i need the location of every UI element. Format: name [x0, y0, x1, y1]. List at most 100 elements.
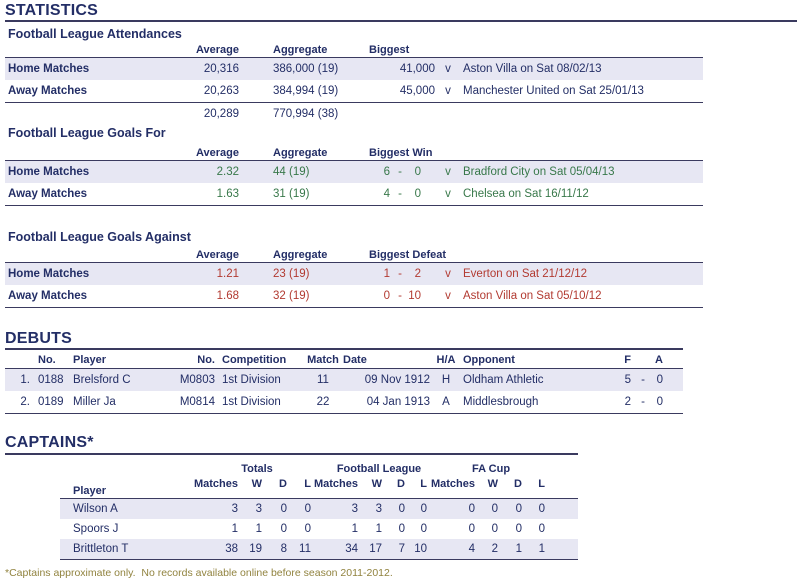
- competition-name: 1st Division: [222, 374, 281, 386]
- column-header-match-no: No.: [197, 353, 215, 366]
- score-separator: -: [641, 374, 645, 386]
- aggregate-value: 44 (19): [273, 166, 310, 178]
- totals-losses: 0: [304, 503, 311, 515]
- totals-draws: 8: [280, 543, 287, 555]
- score-for: 4: [383, 188, 390, 200]
- opponent-value: Chelsea on Sat 16/11/12: [463, 188, 589, 200]
- table-row: Home Matches 2.32 44 (19) 6 - 0 v Bradfo…: [5, 161, 703, 183]
- aggregate-value: 386,000 (19): [273, 63, 339, 75]
- table-row: Spoors J 1 1 0 0 1 1 0 0 0 0 0 0: [60, 519, 578, 539]
- facup-wins: 0: [491, 503, 498, 515]
- biggest-value: 45,000: [399, 85, 435, 97]
- totals-row: 20,289 770,994 (38): [5, 103, 703, 125]
- score-for: 6: [383, 166, 390, 178]
- column-header-player: Player: [73, 353, 107, 366]
- total-average-value: 20,289: [203, 108, 239, 120]
- captains-divider: [5, 453, 578, 455]
- totals-losses: 11: [299, 543, 311, 555]
- league-losses: 10: [414, 543, 427, 555]
- debuts-header-row: No. Player No. Competition Match Date H/…: [5, 351, 683, 369]
- date-value: 09 Nov 1912: [364, 374, 430, 386]
- match-value: 22: [316, 396, 330, 408]
- match-number: M0803: [179, 374, 215, 386]
- table-row: Home Matches 20,316 386,000 (19) 41,000 …: [5, 58, 703, 80]
- totals-matches: 1: [231, 523, 238, 535]
- captains-footnote: *Captains approximate only. No records a…: [5, 567, 393, 579]
- section-title-goals-against: Football League Goals Against: [8, 230, 191, 244]
- facup-losses: 1: [538, 543, 545, 555]
- table-row: 1. 0188 Brelsford C M0803 1st Division 1…: [5, 369, 683, 391]
- row-label: Away Matches: [8, 290, 88, 302]
- opponent-value: Oldham Athletic: [463, 374, 544, 386]
- aggregate-value: 31 (19): [273, 188, 310, 200]
- league-matches: 3: [351, 503, 358, 515]
- attendances-table: Average Aggregate Biggest Home Matches 2…: [5, 43, 703, 125]
- opponent-value: Bradford City on Sat 05/04/13: [463, 166, 615, 178]
- column-header-biggest-win: Biggest Win: [369, 147, 433, 159]
- column-header-d: D: [514, 477, 522, 490]
- column-header-competition: Competition: [222, 353, 287, 366]
- totals-wins: 19: [249, 543, 262, 555]
- player-name: Wilson A: [73, 503, 118, 515]
- attendances-header-row: Average Aggregate Biggest: [5, 43, 703, 58]
- average-value: 2.32: [216, 166, 239, 178]
- debuts-divider: [5, 348, 683, 350]
- score-separator: -: [641, 396, 645, 408]
- column-header-w: W: [487, 477, 498, 490]
- totals-draws: 0: [280, 523, 287, 535]
- section-title-captains: CAPTAINS*: [5, 434, 94, 451]
- score-separator: -: [398, 290, 402, 302]
- table-row: Away Matches 20,263 384,994 (19) 45,000 …: [5, 80, 703, 103]
- score-for: 5: [624, 374, 631, 386]
- table-row: Home Matches 1.21 23 (19) 1 - 2 v Everto…: [5, 263, 703, 285]
- score-against: 10: [408, 290, 421, 302]
- score-for: 0: [383, 290, 390, 302]
- goals-for-table: Average Aggregate Biggest Win Home Match…: [5, 146, 703, 206]
- column-header-no: No.: [38, 353, 56, 366]
- facup-matches: 0: [468, 503, 475, 515]
- opponent-value: Everton on Sat 21/12/12: [463, 268, 588, 280]
- score-for: 2: [624, 396, 631, 408]
- score-separator: -: [398, 268, 402, 280]
- opponent-value: Manchester United on Sat 25/01/13: [463, 85, 644, 97]
- column-header-w: W: [251, 477, 262, 490]
- league-wins: 3: [375, 503, 382, 515]
- column-header-biggest: Biggest: [369, 44, 410, 56]
- facup-wins: 0: [491, 523, 498, 535]
- opponent-value: Aston Villa on Sat 08/02/13: [463, 63, 602, 75]
- versus-label: v: [445, 188, 451, 200]
- section-title-debuts: DEBUTS: [5, 330, 72, 347]
- row-label: Home Matches: [8, 268, 90, 280]
- home-away-value: A: [442, 396, 450, 408]
- totals-wins: 3: [255, 503, 262, 515]
- competition-name: 1st Division: [222, 396, 281, 408]
- captains-header: Totals Football League FA Cup Matches W …: [60, 460, 578, 499]
- section-title-attendances: Football League Attendances: [8, 27, 182, 41]
- average-value: 1.68: [216, 290, 239, 302]
- player-name: Brelsford C: [73, 374, 131, 386]
- league-draws: 0: [398, 523, 405, 535]
- column-header-average: Average: [195, 147, 239, 159]
- column-header-player: Player: [73, 484, 107, 497]
- goals-against-header-row: Average Aggregate Biggest Defeat: [5, 248, 703, 263]
- totals-draws: 0: [280, 503, 287, 515]
- column-header-match: Match: [307, 353, 339, 366]
- totals-matches: 38: [225, 543, 238, 555]
- versus-label: v: [445, 290, 451, 302]
- column-header-aggregate: Aggregate: [273, 147, 328, 159]
- facup-losses: 0: [538, 503, 545, 515]
- score-separator: -: [398, 188, 402, 200]
- table-row: Away Matches 1.68 32 (19) 0 - 10 v Aston…: [5, 285, 703, 308]
- versus-label: v: [445, 85, 451, 97]
- average-value: 1.63: [216, 188, 239, 200]
- sequence-number: 1.: [20, 374, 30, 386]
- column-header-l: L: [420, 477, 427, 490]
- column-header-l: L: [304, 477, 311, 490]
- column-header-home-away: H/A: [436, 353, 456, 366]
- versus-label: v: [445, 268, 451, 280]
- totals-matches: 3: [231, 503, 238, 515]
- score-against: 0: [656, 396, 663, 408]
- league-matches: 34: [345, 543, 358, 555]
- column-header-matches: Matches: [193, 477, 238, 490]
